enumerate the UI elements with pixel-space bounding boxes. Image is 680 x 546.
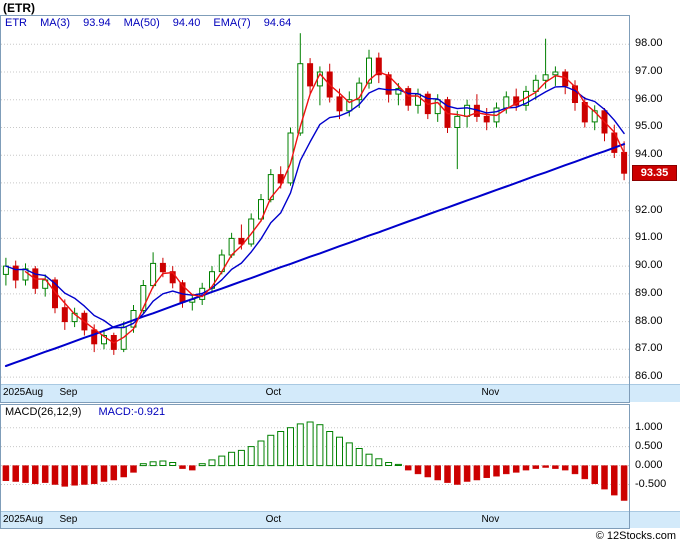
macd-x-axis: 2025Aug Sep Oct Nov <box>1 511 629 528</box>
macd-indicator-label: MACD(26,12,9) <box>5 406 82 418</box>
macd-x-axis-right-fill <box>630 511 680 528</box>
month-label: Nov <box>481 514 500 525</box>
price-tick-label: 97.00 <box>635 64 663 77</box>
legend-ema7-value: 94.64 <box>263 17 292 29</box>
price-tick-label: 94.00 <box>635 148 663 161</box>
month-label: 2025Aug <box>3 514 44 525</box>
macd-chart-canvas <box>1 421 629 501</box>
macd-value: MACD:-0.921 <box>98 406 166 418</box>
month-label: Nov <box>481 387 500 398</box>
month-label: Sep <box>59 387 78 398</box>
price-chart-panel: ETR MA(3) 93.94 MA(50) 94.40 EMA(7) 94.6… <box>0 15 630 403</box>
legend-symbol: ETR <box>5 17 27 29</box>
price-tick-label: 92.00 <box>635 203 663 216</box>
month-label: Sep <box>59 514 78 525</box>
macd-tick-label: 0.500 <box>635 439 663 452</box>
legend-ema7-label: EMA(7) <box>213 17 251 29</box>
price-tick-label: 96.00 <box>635 92 663 105</box>
month-label: Oct <box>265 387 282 398</box>
macd-tick-label: 0.000 <box>635 458 663 471</box>
copyright: © 12Stocks.com <box>595 530 676 542</box>
price-chart-canvas <box>1 33 629 378</box>
symbol-title: (ETR) <box>3 1 35 15</box>
price-x-axis: 2025Aug Sep Oct Nov <box>1 384 629 402</box>
macd-panel: MACD(26,12,9) MACD:-0.921 2025Aug Sep Oct N… <box>0 404 630 529</box>
macd-tick-label: 1.000 <box>635 420 663 433</box>
price-tick-label: 86.00 <box>635 370 663 383</box>
price-tick-label: 91.00 <box>635 231 663 244</box>
macd-tick-label: -0.500 <box>635 477 667 490</box>
price-tick-label: 87.00 <box>635 342 663 355</box>
price-tick-label: 89.00 <box>635 286 663 299</box>
legend-ma50-label: MA(50) <box>123 17 160 29</box>
macd-legend: MACD(26,12,9) MACD:-0.921 <box>5 406 175 418</box>
price-legend: ETR MA(3) 93.94 MA(50) 94.40 EMA(7) 94.6… <box>5 17 301 29</box>
price-tick-label: 88.00 <box>635 314 663 327</box>
legend-ma50-value: 94.40 <box>172 17 201 29</box>
legend-ma3-value: 93.94 <box>83 17 111 29</box>
legend-ma3-label: MA(3) <box>40 17 71 29</box>
price-tick-label: 95.00 <box>635 120 663 133</box>
month-label: 2025Aug <box>3 387 44 398</box>
price-x-axis-right-fill <box>630 384 680 402</box>
price-tick-label: 90.00 <box>635 259 663 272</box>
last-price-badge: 93.35 <box>632 165 677 182</box>
month-label: Oct <box>265 514 282 525</box>
price-tick-label: 98.00 <box>635 37 663 50</box>
